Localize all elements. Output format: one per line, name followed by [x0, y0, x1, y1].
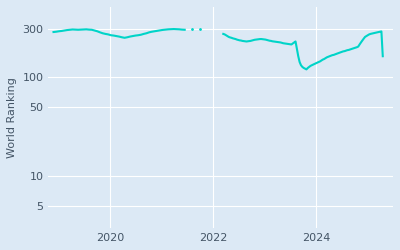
Y-axis label: World Ranking: World Ranking — [7, 77, 17, 158]
